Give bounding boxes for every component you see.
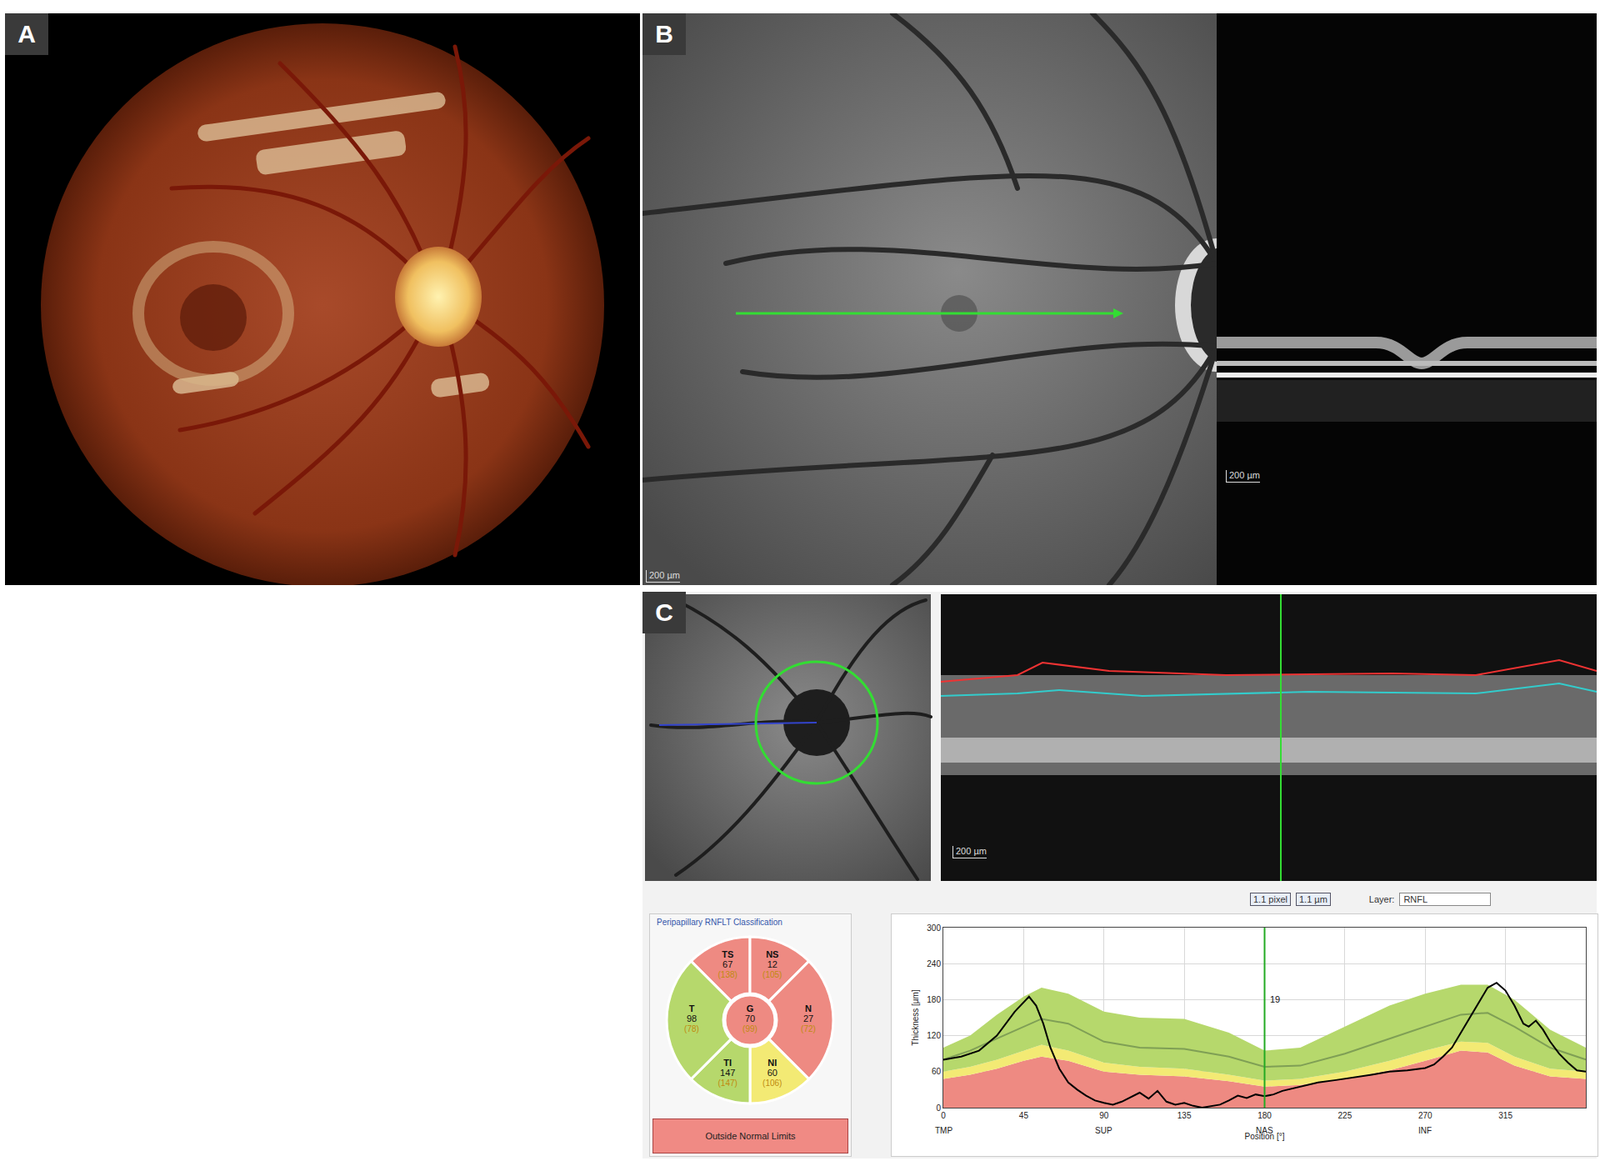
- svg-text:135: 135: [1177, 1110, 1192, 1120]
- svg-text:27: 27: [803, 1013, 814, 1024]
- html-text:200 µm: 200 µm: [955, 845, 987, 856]
- svg-text:(99): (99): [742, 1024, 758, 1034]
- svg-text:Position [°]: Position [°]: [1245, 1131, 1285, 1141]
- svg-text:(78): (78): [684, 1024, 700, 1034]
- svg-text:TI: TI: [723, 1057, 732, 1068]
- svg-text:67: 67: [722, 959, 733, 970]
- svg-text:(105): (105): [762, 970, 782, 980]
- svg-text:NS: NS: [765, 949, 779, 960]
- svg-text:T: T: [689, 1003, 695, 1014]
- svg-text:NAS: NAS: [1255, 1125, 1274, 1135]
- svg-text:70: 70: [745, 1013, 755, 1024]
- svg-text:SUP: SUP: [1095, 1125, 1113, 1135]
- svg-text:12: 12: [767, 959, 778, 970]
- svg-text:NI: NI: [767, 1057, 777, 1068]
- html-text:RNFL: RNFL: [1403, 894, 1428, 905]
- svg-text:Thickness [µm]: Thickness [µm]: [910, 989, 920, 1046]
- html-text:B: B: [655, 20, 674, 48]
- svg-text:G: G: [746, 1003, 755, 1014]
- svg-text:270: 270: [1418, 1110, 1433, 1120]
- html-text:Outside Normal Limits: Outside Normal Limits: [705, 1130, 796, 1141]
- html-text:200 µm: 200 µm: [1229, 470, 1260, 480]
- svg-text:(72): (72): [800, 1024, 816, 1034]
- svg-text:180: 180: [1257, 1110, 1272, 1120]
- svg-text:TS: TS: [721, 949, 734, 960]
- html-text:Peripapillary RNFLT Classifica: Peripapillary RNFLT Classification: [656, 917, 783, 927]
- svg-text:TMP: TMP: [935, 1125, 953, 1135]
- svg-text:0: 0: [940, 1110, 946, 1120]
- svg-text:180: 180: [926, 995, 941, 1005]
- svg-text:98: 98: [686, 1013, 697, 1024]
- svg-text:120: 120: [926, 1030, 941, 1040]
- svg-text:45: 45: [1019, 1110, 1030, 1120]
- html-text:1.1 pixel: 1.1 pixel: [1253, 894, 1288, 905]
- html-text:200 µm: 200 µm: [649, 570, 680, 580]
- html-text:1.1 µm: 1.1 µm: [1299, 894, 1328, 905]
- svg-text:N: N: [805, 1003, 812, 1014]
- svg-text:90: 90: [1099, 1110, 1110, 1120]
- html-text:A: A: [17, 20, 36, 48]
- svg-text:INF: INF: [1418, 1125, 1432, 1135]
- svg-text:315: 315: [1498, 1110, 1513, 1120]
- svg-text:60: 60: [931, 1066, 942, 1076]
- svg-text:240: 240: [926, 959, 941, 969]
- svg-text:19: 19: [1270, 994, 1280, 1005]
- svg-text:(147): (147): [718, 1078, 738, 1088]
- svg-text:225: 225: [1338, 1110, 1353, 1120]
- svg-text:60: 60: [767, 1067, 778, 1078]
- svg-text:147: 147: [720, 1067, 735, 1078]
- svg-text:(138): (138): [718, 970, 738, 980]
- svg-text:(106): (106): [762, 1078, 782, 1088]
- svg-text:300: 300: [926, 923, 941, 933]
- html-text:Layer:: Layer:: [1369, 894, 1395, 905]
- svg-text:0: 0: [935, 1103, 941, 1113]
- html-text:C: C: [655, 598, 674, 626]
